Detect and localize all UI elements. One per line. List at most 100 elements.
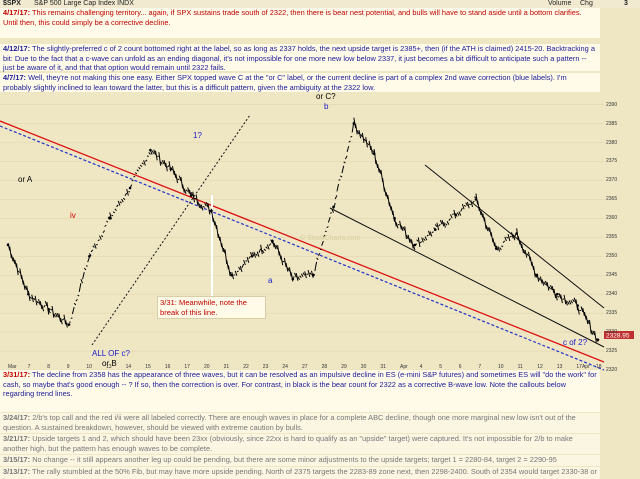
x-tick-label: 6: [458, 364, 462, 370]
price-bar: [400, 225, 404, 232]
price-bar: [217, 233, 221, 241]
price-bar: [539, 276, 543, 284]
label-or-b: or B: [102, 359, 117, 368]
price-bar: [119, 201, 122, 204]
price-bar: [417, 237, 421, 248]
price-bar: [380, 170, 384, 183]
price-bar: [365, 137, 368, 148]
price-bar: [15, 263, 19, 276]
price-bar: [355, 123, 358, 135]
price-bar: [273, 243, 277, 250]
y-tick-label: 2355: [606, 234, 618, 241]
price-bar: [331, 208, 334, 213]
price-bar: [370, 145, 374, 155]
price-bar: [373, 149, 377, 164]
x-tick-label: 20: [204, 364, 210, 370]
price-bar: [546, 282, 550, 291]
note-3-31: 3/31/17: The decline from 2358 has the a…: [0, 370, 600, 412]
price-bar: [472, 200, 475, 204]
price-bar: [421, 237, 424, 243]
daily-close-point: [535, 273, 539, 277]
price-bar: [187, 187, 190, 194]
y-tick-label: 2320: [606, 367, 618, 373]
daily-close-point: [271, 239, 274, 243]
price-bar: [17, 270, 21, 273]
price-bar: [585, 315, 589, 325]
y-tick-label: 2335: [606, 310, 618, 317]
daily-close-point: [6, 243, 10, 247]
price-bar: [434, 224, 438, 228]
price-bar: [266, 244, 270, 250]
price-bar: [285, 262, 289, 272]
price-bar: [316, 257, 319, 261]
price-bar: [241, 263, 245, 269]
price-bar: [280, 255, 284, 266]
price-bar: [346, 146, 350, 152]
price-bar: [106, 220, 109, 223]
price-bar: [134, 172, 138, 175]
daily-close-point: [556, 292, 559, 296]
price-bar: [480, 210, 484, 218]
price-bar: [507, 234, 511, 242]
price-bar: [321, 240, 324, 246]
daily-close-point: [393, 217, 396, 220]
daily-close-point: [454, 213, 457, 216]
price-bar: [77, 294, 80, 297]
x-tick-label: 15: [145, 364, 151, 370]
price-bar: [12, 257, 16, 264]
price-bar: [161, 160, 165, 165]
daily-close-point: [250, 254, 254, 258]
price-bar: [340, 175, 343, 178]
price-bar: [436, 222, 440, 231]
price-bar: [144, 159, 148, 162]
price-bar: [368, 140, 372, 151]
price-bar: [483, 217, 487, 230]
price-bar: [65, 320, 68, 328]
price-bar: [317, 252, 321, 256]
price-bar: [438, 223, 441, 227]
price-bar: [309, 272, 312, 276]
price-bar: [461, 203, 465, 210]
price-bar: [573, 297, 577, 304]
price-bar: [502, 240, 506, 243]
x-tick-label: 8: [47, 364, 50, 370]
price-bar: [395, 222, 399, 229]
price-bar: [511, 232, 514, 239]
x-tick-label: Apr: [400, 364, 408, 370]
price-bar: [155, 150, 158, 161]
price-bar: [550, 284, 553, 291]
price-bar: [524, 250, 528, 258]
volume-label: Volume: [548, 0, 572, 7]
price-bar: [146, 155, 149, 157]
price-bar: [88, 253, 92, 257]
price-bar: [482, 213, 485, 222]
price-bar: [260, 244, 263, 255]
price-bar: [214, 221, 218, 230]
price-bar: [261, 249, 265, 254]
y-tick-label: 2340: [606, 291, 618, 298]
label-a: a: [268, 276, 273, 285]
x-tick-label: 27: [302, 364, 308, 370]
price-bar: [348, 140, 351, 143]
symbol-name: S&P 500 Large Cap Index INDX: [34, 0, 134, 7]
price-bar: [589, 319, 592, 335]
price-bar: [560, 294, 563, 304]
price-bar: [529, 256, 533, 266]
price-bar: [75, 298, 78, 302]
price-bar: [499, 247, 502, 251]
price-bar: [557, 295, 560, 298]
price-bar: [60, 317, 63, 325]
price-bar: [327, 216, 331, 223]
x-tick-label: 13: [106, 364, 112, 370]
price-bar: [324, 230, 327, 233]
price-bar: [422, 238, 426, 241]
price-bar: [522, 248, 526, 255]
price-bar: [195, 194, 199, 206]
price-bar: [200, 204, 204, 211]
price-bar: [553, 288, 557, 299]
price-bar: [567, 301, 570, 305]
price-bar: [178, 175, 182, 182]
price-bar: [38, 299, 41, 306]
price-bar: [387, 194, 390, 207]
